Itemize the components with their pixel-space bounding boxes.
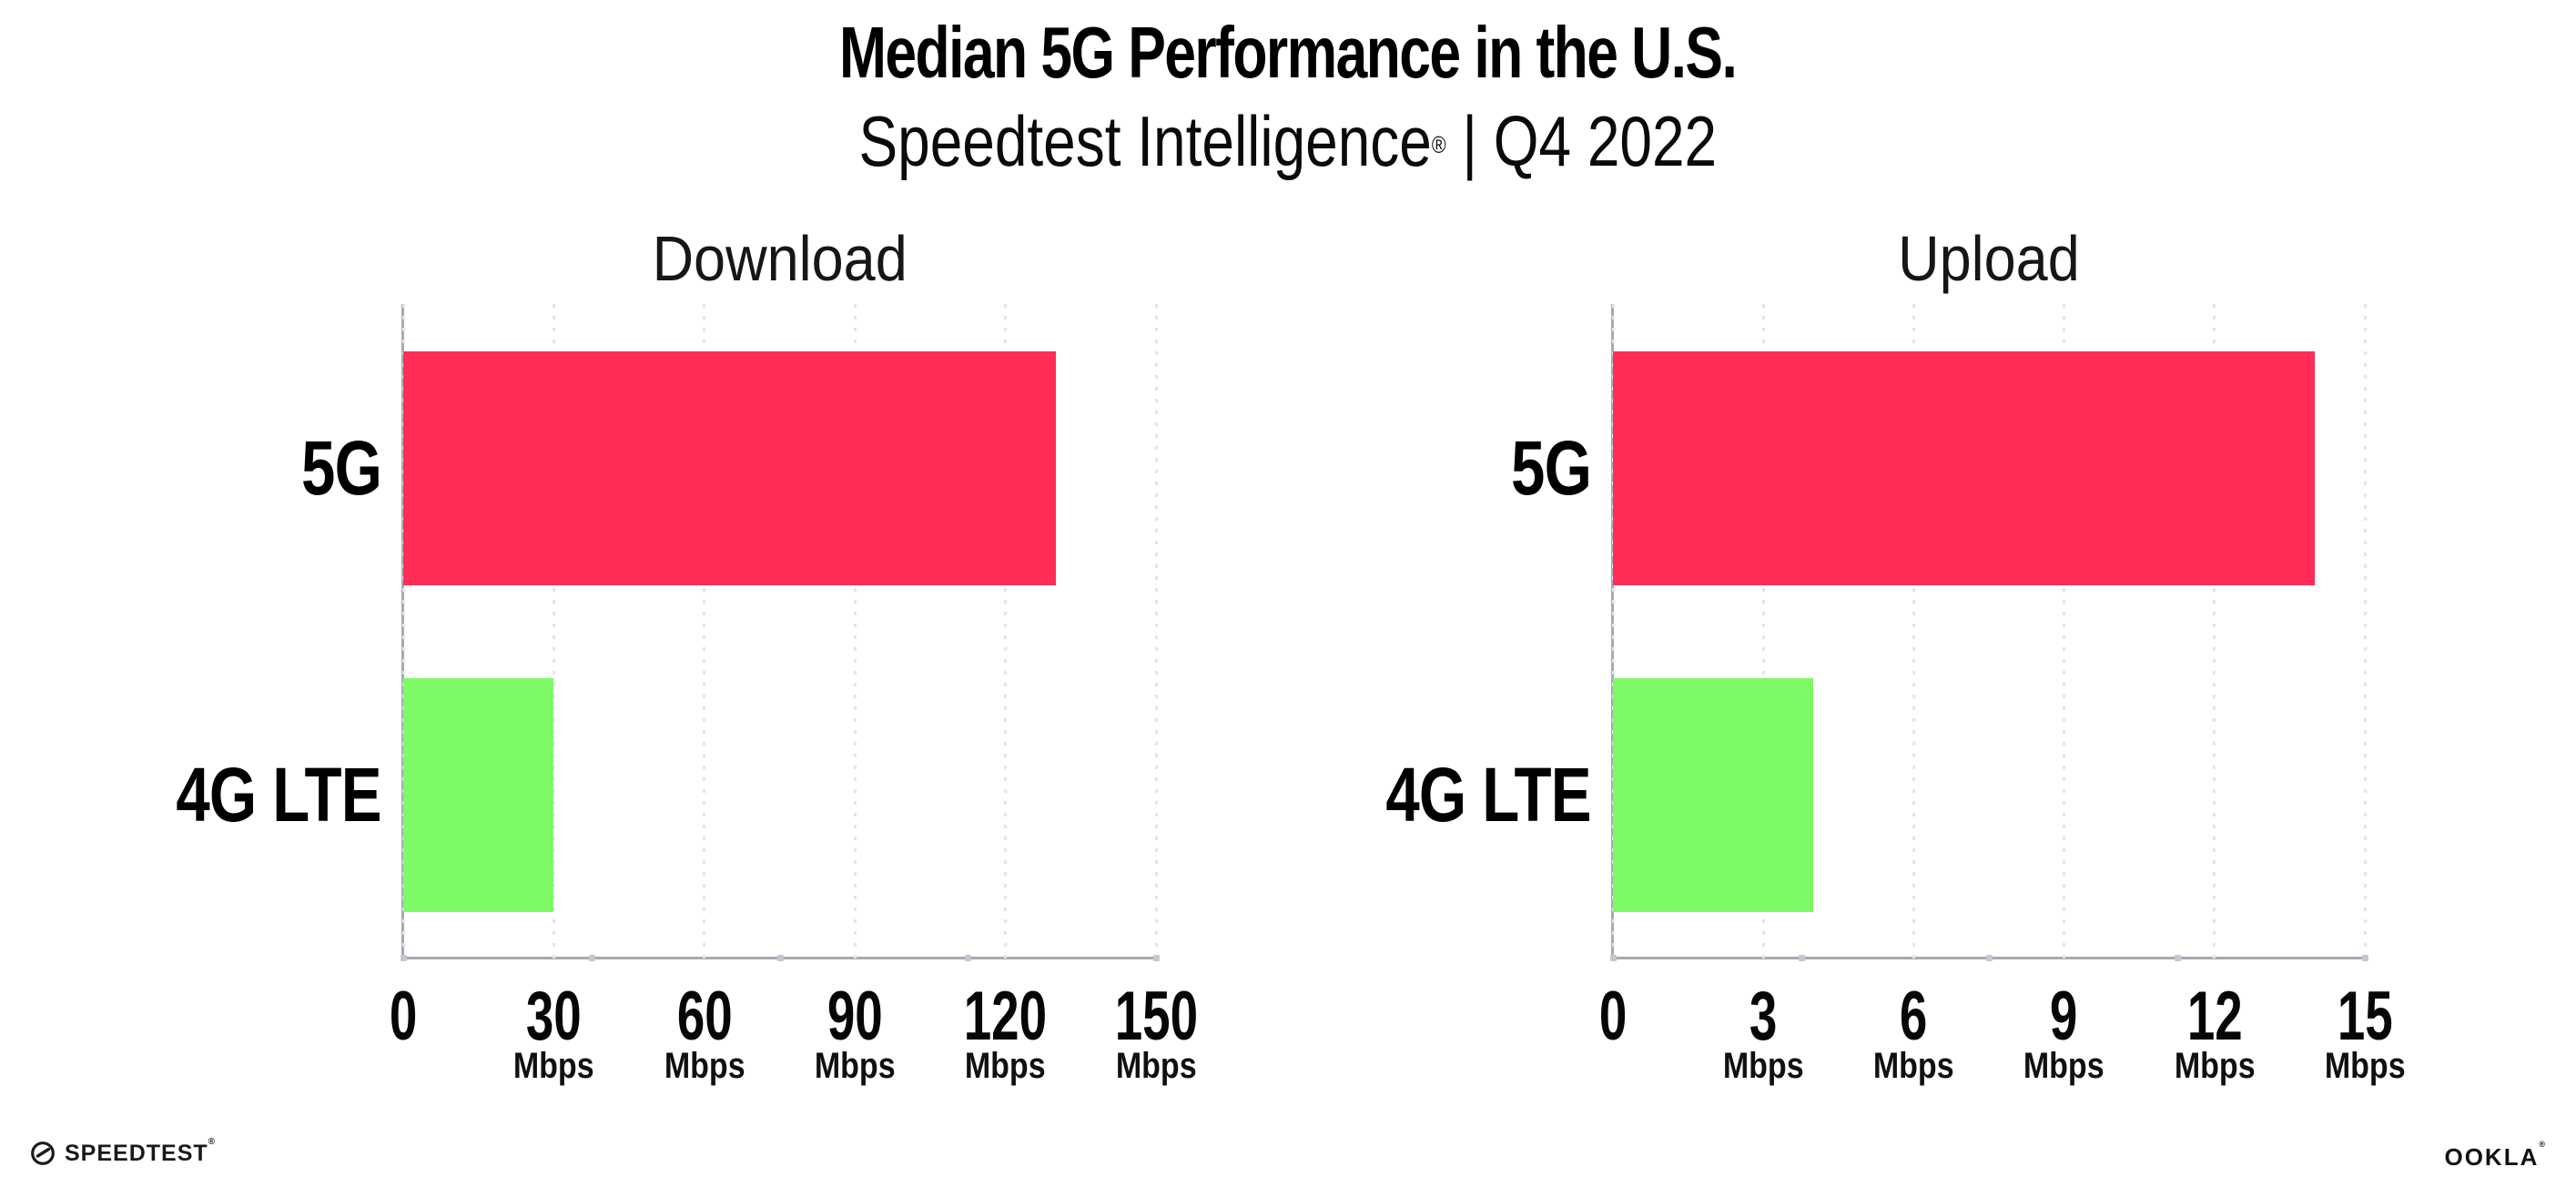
axis-tick-dot — [401, 955, 407, 961]
chart-title-upload-text: Upload — [1898, 223, 2080, 294]
category-label-4g-lte-upload: 4G LTE — [1263, 678, 1592, 912]
axis-tick-dot — [776, 955, 784, 961]
category-label-5g-upload-text: 5G — [1510, 425, 1592, 511]
tick-label-upload-15-text: 15 — [2337, 978, 2393, 1055]
gridline — [1912, 304, 1915, 959]
tick-unit-download-90: Mbps — [791, 1047, 918, 1085]
bar-5g-download — [403, 351, 1056, 585]
speedtest-gauge-icon — [29, 1140, 56, 1167]
tick-unit-upload-12: Mbps — [2151, 1047, 2278, 1085]
gridline — [401, 304, 405, 959]
tick-unit-upload-6-text: Mbps — [1873, 1046, 1954, 1086]
gridline — [2363, 304, 2367, 959]
tick-label-download-60: 60 — [623, 981, 786, 1052]
page-subtitle: Speedtest Intelligence® | Q4 2022 — [0, 102, 2576, 180]
tick-label-download-150: 150 — [1074, 981, 1238, 1052]
tick-label-download-30: 30 — [472, 981, 635, 1052]
tick-label-upload-3: 3 — [1681, 981, 1845, 1052]
tick-label-upload-9: 9 — [1983, 981, 2146, 1052]
tick-label-upload-12-text: 12 — [2186, 978, 2243, 1055]
tick-label-upload-0: 0 — [1531, 981, 1695, 1052]
gridline — [552, 304, 555, 959]
gridline — [1611, 304, 1615, 959]
registered-mark: ® — [1432, 131, 1446, 158]
category-label-4g-lte-upload-text: 4G LTE — [1385, 752, 1592, 837]
speedtest-wordmark: SPEEDTEST® — [65, 1136, 217, 1166]
bar-4g-lte-upload — [1613, 678, 1814, 912]
tick-unit-download-120: Mbps — [942, 1047, 1070, 1085]
tick-unit-download-90-text: Mbps — [814, 1046, 896, 1086]
ookla-wordmark: OOKLA — [2444, 1143, 2540, 1171]
page-title: Median 5G Performance in the U.S. — [839, 12, 1738, 93]
tick-unit-upload-9-text: Mbps — [2023, 1046, 2104, 1086]
tick-label-download-0: 0 — [321, 981, 485, 1052]
plot-download — [401, 304, 1160, 961]
tick-unit-upload-3-text: Mbps — [1722, 1046, 1804, 1086]
axis-tick-dot — [1798, 955, 1805, 961]
category-label-5g-download: 5G — [54, 351, 382, 585]
tick-unit-download-150-text: Mbps — [1115, 1046, 1197, 1086]
ookla-logo: OOKLA® — [2444, 1140, 2547, 1172]
tick-label-upload-12: 12 — [2133, 981, 2297, 1052]
tick-label-upload-3-text: 3 — [1749, 978, 1778, 1055]
gridline — [853, 304, 857, 959]
chart-title-download: Download — [403, 226, 1156, 291]
category-label-5g-upload: 5G — [1263, 351, 1592, 585]
category-label-5g-download-text: 5G — [300, 425, 382, 511]
chart-title-upload: Upload — [1613, 226, 2365, 291]
tick-unit-download-120-text: Mbps — [965, 1046, 1046, 1086]
category-label-4g-lte-download-text: 4G LTE — [176, 752, 382, 837]
axis-tick-dot — [1610, 955, 1617, 961]
axis-tick-dot — [2362, 955, 2368, 961]
subtitle-brand: Speedtest Intelligence — [858, 101, 1433, 181]
tick-unit-upload-3: Mbps — [1699, 1047, 1827, 1085]
tick-unit-upload-15-text: Mbps — [2324, 1046, 2406, 1086]
tick-label-download-30-text: 30 — [525, 978, 582, 1055]
category-label-4g-lte-download: 4G LTE — [54, 678, 382, 912]
tick-unit-download-60-text: Mbps — [664, 1046, 745, 1086]
speedtest-logo: SPEEDTEST® — [29, 1136, 217, 1167]
plot-upload — [1610, 304, 2368, 961]
axis-tick-dot — [965, 955, 972, 961]
tick-unit-upload-9: Mbps — [2001, 1047, 2128, 1085]
axis-tick-dot — [1986, 955, 1993, 961]
tick-label-download-60-text: 60 — [676, 978, 733, 1055]
tick-unit-upload-6: Mbps — [1850, 1047, 1977, 1085]
ookla-trademark: ® — [2539, 1140, 2547, 1149]
gridline — [703, 304, 706, 959]
tick-unit-upload-15: Mbps — [2301, 1047, 2429, 1085]
tick-unit-upload-12-text: Mbps — [2174, 1046, 2256, 1086]
tick-label-upload-15: 15 — [2283, 981, 2447, 1052]
bar-4g-lte-download — [403, 678, 554, 912]
tick-label-download-150-text: 150 — [1114, 978, 1198, 1055]
tick-label-download-90: 90 — [773, 981, 937, 1052]
tick-label-upload-6-text: 6 — [1900, 978, 1928, 1055]
tick-label-upload-6: 6 — [1831, 981, 1995, 1052]
subtitle-period: | Q4 2022 — [1445, 101, 1718, 181]
gridline — [2213, 304, 2216, 959]
tick-label-upload-0-text: 0 — [1598, 978, 1628, 1055]
tick-unit-download-30-text: Mbps — [513, 1046, 594, 1086]
speedtest-trademark: ® — [208, 1136, 217, 1147]
tick-unit-download-150: Mbps — [1092, 1047, 1220, 1085]
tick-label-download-0-text: 0 — [389, 978, 418, 1055]
axis-tick-dot — [588, 955, 595, 961]
tick-label-download-120-text: 120 — [963, 978, 1048, 1055]
tick-label-download-120: 120 — [924, 981, 1088, 1052]
chart-title-download-text: Download — [652, 223, 908, 294]
tick-unit-download-60: Mbps — [641, 1047, 768, 1085]
bar-5g-upload — [1613, 351, 2315, 585]
gridline — [1004, 304, 1008, 959]
tick-unit-download-30: Mbps — [490, 1047, 617, 1085]
gridline — [2063, 304, 2066, 959]
tick-label-download-90-text: 90 — [827, 978, 883, 1055]
gridline — [1761, 304, 1765, 959]
gridline — [1154, 304, 1158, 959]
axis-tick-dot — [2174, 955, 2181, 961]
axis-tick-dot — [1153, 955, 1160, 961]
tick-label-upload-9-text: 9 — [2050, 978, 2078, 1055]
